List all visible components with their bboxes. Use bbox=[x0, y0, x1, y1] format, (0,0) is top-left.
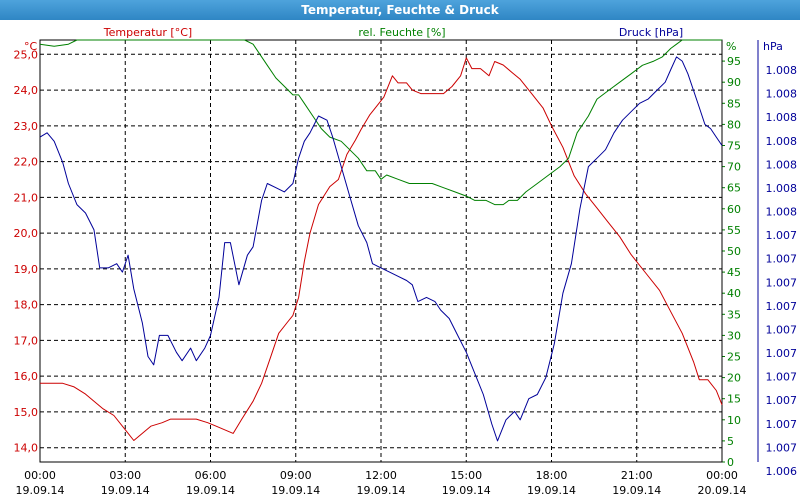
humidity-tick-label: 70 bbox=[727, 161, 741, 174]
x-tick-time: 15:00 bbox=[450, 469, 482, 482]
axis-labels: 00:00 19.09.14 03:00 19.09.14 06:00 19.09.14 0… bbox=[14, 48, 798, 497]
temperature-tick-label: 17,0 bbox=[14, 334, 39, 347]
series-layer bbox=[39, 39, 723, 442]
temperature-unit: °C bbox=[24, 40, 38, 53]
humidity-tick-label: 50 bbox=[727, 245, 741, 258]
pressure-tick-label: 1.008 bbox=[766, 64, 798, 77]
temperature-tick-label: 19,0 bbox=[14, 263, 39, 276]
pressure-tick-label: 1.007 bbox=[766, 323, 798, 336]
humidity-tick-label: 45 bbox=[727, 266, 741, 279]
pressure-tick-label: 1.007 bbox=[766, 300, 798, 313]
x-tick-time: 03:00 bbox=[109, 469, 141, 482]
pressure-tick-label: 1.008 bbox=[766, 158, 798, 171]
temperature-tick-label: 24,0 bbox=[14, 84, 39, 97]
temperature-series-line bbox=[40, 57, 723, 441]
pressure-tick-label: 1.008 bbox=[766, 111, 798, 124]
pressure-tick-label: 1.007 bbox=[766, 394, 798, 407]
temperature-tick-label: 20,0 bbox=[14, 227, 39, 240]
pressure-tick-label: 1.008 bbox=[766, 135, 798, 148]
pressure-tick-label: 1.007 bbox=[766, 229, 798, 242]
pressure-tick-label: 1.007 bbox=[766, 347, 798, 360]
x-tick-time: 06:00 bbox=[195, 469, 227, 482]
x-tick-date: 19.09.14 bbox=[527, 484, 576, 497]
pressure-tick-label: 1.007 bbox=[766, 418, 798, 431]
window-title: Temperatur, Feuchte & Druck bbox=[0, 0, 800, 20]
humidity-tick-label: 65 bbox=[727, 182, 741, 195]
plot-area bbox=[39, 39, 723, 463]
humidity-unit: % bbox=[726, 40, 736, 53]
humidity-tick-label: 40 bbox=[727, 287, 741, 300]
temperature-tick-label: 14,0 bbox=[14, 442, 39, 455]
temperature-tick-label: 22,0 bbox=[14, 156, 39, 169]
pressure-tick-label: 1.007 bbox=[766, 371, 798, 384]
humidity-tick-label: 80 bbox=[727, 118, 741, 131]
grid bbox=[40, 40, 759, 463]
x-tick-time: 09:00 bbox=[280, 469, 312, 482]
pressure-tick-label: 1.008 bbox=[766, 182, 798, 195]
pressure-series-line bbox=[39, 56, 723, 442]
x-tick-time: 12:00 bbox=[365, 469, 397, 482]
humidity-tick-label: 95 bbox=[727, 55, 741, 68]
pressure-axis-label: Druck [hPa] bbox=[619, 26, 683, 39]
temperature-tick-label: 18,0 bbox=[14, 299, 39, 312]
pressure-tick-label: 1.006 bbox=[766, 465, 798, 478]
pressure-unit: hPa bbox=[763, 40, 783, 53]
x-tick-date: 19.09.14 bbox=[442, 484, 491, 497]
x-tick-date: 19.09.14 bbox=[101, 484, 150, 497]
humidity-tick-label: 20 bbox=[727, 372, 741, 385]
humidity-tick-label: 75 bbox=[727, 140, 741, 153]
x-tick-date: 19.09.14 bbox=[271, 484, 320, 497]
humidity-tick-label: 25 bbox=[727, 351, 741, 364]
x-tick-time: 00:00 bbox=[706, 469, 738, 482]
chart: 00:00 19.09.14 03:00 19.09.14 06:00 19.09.14 0… bbox=[14, 26, 798, 497]
x-tick-date: 20.09.14 bbox=[698, 484, 747, 497]
humidity-series-line bbox=[39, 39, 722, 206]
humidity-tick-label: 35 bbox=[727, 308, 741, 321]
pressure-tick-label: 1.007 bbox=[766, 276, 798, 289]
humidity-tick-label: 90 bbox=[727, 76, 741, 89]
x-tick-time: 18:00 bbox=[536, 469, 568, 482]
humidity-tick-label: 85 bbox=[727, 97, 741, 110]
humidity-axis-label: rel. Feuchte [%] bbox=[358, 26, 445, 39]
pressure-tick-label: 1.008 bbox=[766, 206, 798, 219]
x-tick-time: 00:00 bbox=[24, 469, 56, 482]
x-tick-date: 19.09.14 bbox=[186, 484, 235, 497]
humidity-tick-label: 15 bbox=[727, 393, 741, 406]
temperature-tick-label: 21,0 bbox=[14, 191, 39, 204]
temperature-tick-label: 25,0 bbox=[14, 48, 39, 61]
pressure-tick-label: 1.007 bbox=[766, 441, 798, 454]
humidity-tick-label: 60 bbox=[727, 203, 741, 216]
temperature-tick-label: 16,0 bbox=[14, 370, 39, 383]
humidity-tick-label: 0 bbox=[727, 456, 734, 469]
pressure-tick-label: 1.007 bbox=[766, 253, 798, 266]
x-tick-date: 19.09.14 bbox=[16, 484, 65, 497]
x-tick-date: 19.09.14 bbox=[612, 484, 661, 497]
temperature-tick-label: 23,0 bbox=[14, 120, 39, 133]
pressure-tick-label: 1.008 bbox=[766, 88, 798, 101]
humidity-tick-label: 55 bbox=[727, 224, 741, 237]
temperature-axis-label: Temperatur [°C] bbox=[103, 26, 192, 39]
plot-border bbox=[39, 39, 723, 463]
x-tick-date: 19.09.14 bbox=[357, 484, 406, 497]
humidity-tick-label: 5 bbox=[727, 435, 734, 448]
humidity-tick-label: 30 bbox=[727, 329, 741, 342]
temperature-tick-label: 15,0 bbox=[14, 406, 39, 419]
humidity-tick-label: 10 bbox=[727, 414, 741, 427]
x-tick-time: 21:00 bbox=[621, 469, 653, 482]
